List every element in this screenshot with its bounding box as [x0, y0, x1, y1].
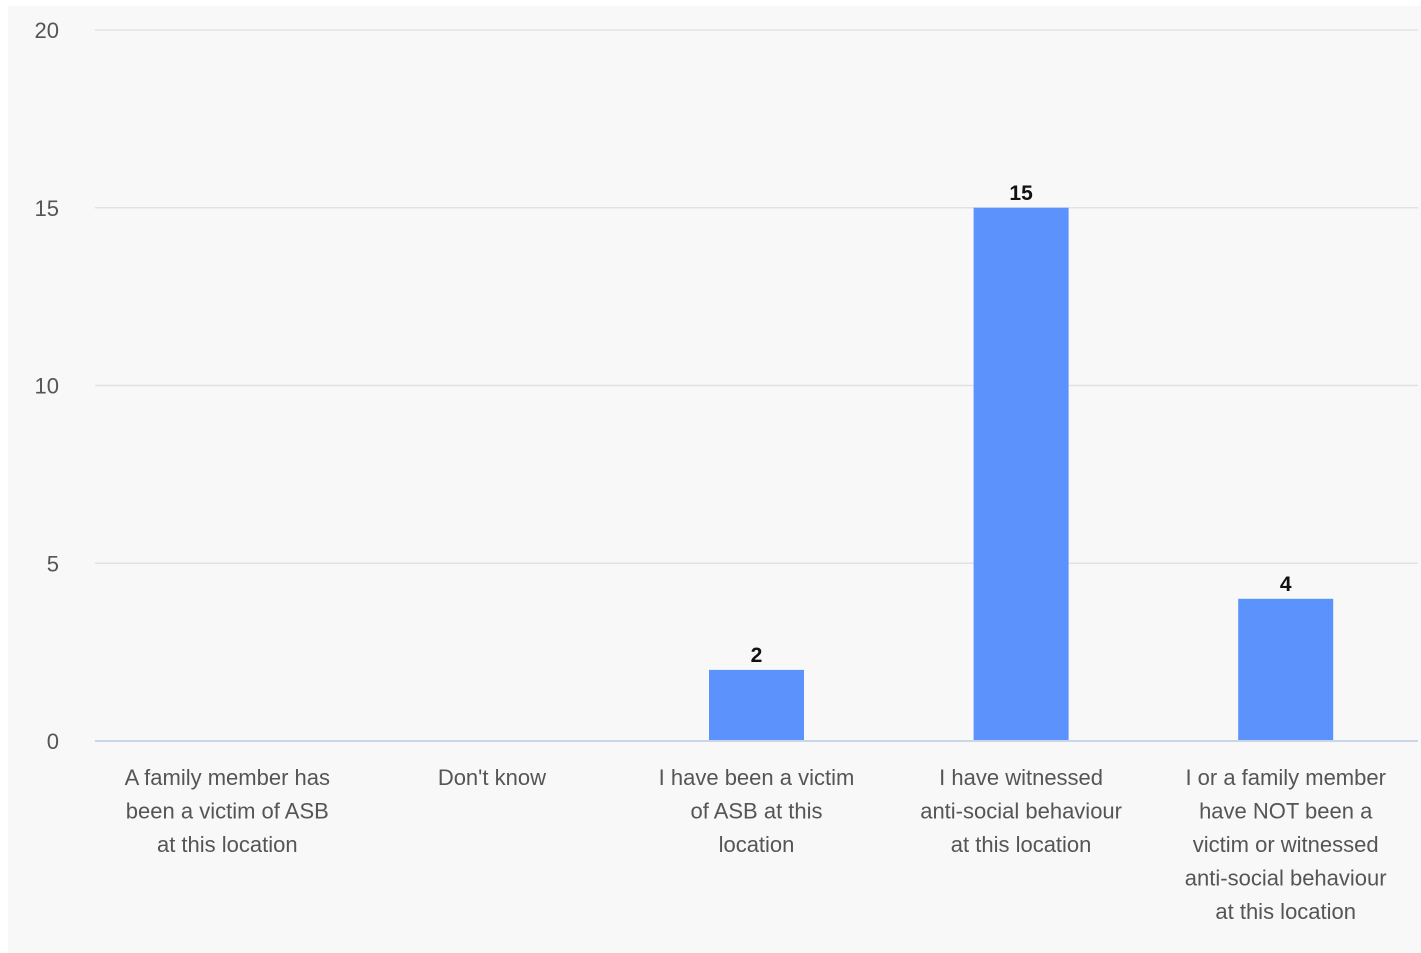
x-tick-label-line: of ASB at this	[690, 799, 822, 824]
x-tick-label-line: I or a family member	[1185, 765, 1386, 790]
x-tick-label-line: been a victim of ASB	[126, 799, 329, 824]
bar-3	[973, 207, 1069, 741]
y-tick-label-0: 0	[47, 729, 59, 754]
x-tick-label-1: Don't know	[438, 765, 546, 790]
x-tick-label-line: victim or witnessed	[1193, 832, 1379, 857]
x-tick-label-line: I have been a victim	[659, 765, 855, 790]
x-tick-label-line: anti-social behaviour	[1185, 866, 1387, 891]
chart-panel	[8, 6, 1421, 953]
y-tick-label-15: 15	[35, 196, 59, 221]
x-tick-label-line: at this location	[1215, 899, 1356, 924]
x-tick-label-line: have NOT been a	[1199, 799, 1373, 824]
x-tick-label-4: I or a family member have NOT been a victi…	[1185, 765, 1387, 924]
x-tick-label-2: I have been a victim of ASB at this locati…	[659, 765, 855, 857]
bar-2	[709, 669, 804, 741]
x-tick-label-line: anti-social behaviour	[920, 799, 1122, 824]
x-tick-label-line: at this location	[157, 832, 298, 857]
x-tick-label-0: A family member has been a victim of ASB a…	[125, 765, 330, 857]
y-tick-label-5: 5	[47, 551, 59, 576]
y-tick-label-20: 20	[35, 18, 59, 43]
x-tick-label-line: at this location	[951, 832, 1092, 857]
x-tick-label-line: A family member has	[125, 765, 330, 790]
x-tick-label-3: I have witnessed anti-social behaviour at …	[920, 765, 1122, 857]
x-tick-label-line: Don't know	[438, 765, 546, 790]
data-label-2: 2	[751, 644, 763, 667]
data-label-3: 15	[1009, 182, 1033, 205]
x-tick-label-line: location	[719, 832, 795, 857]
x-tick-label-line: I have witnessed	[939, 765, 1103, 790]
y-tick-label-10: 10	[35, 374, 59, 399]
data-label-4: 4	[1280, 573, 1292, 596]
bar-4	[1238, 598, 1334, 741]
